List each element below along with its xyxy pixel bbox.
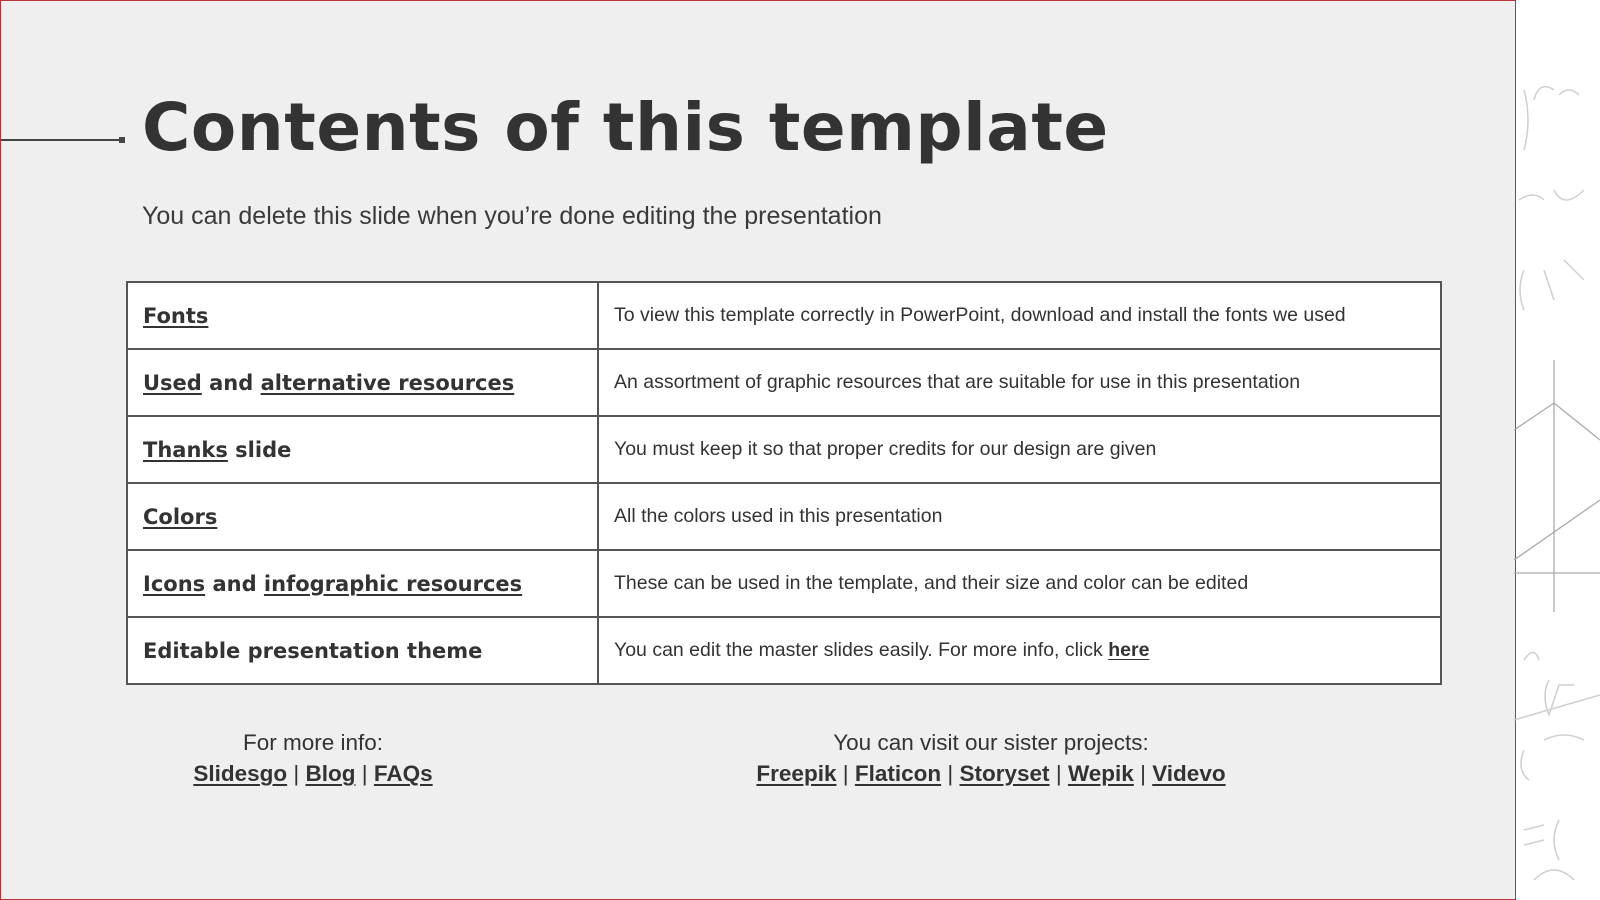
topic-cell: Editable presentation theme [126,616,599,685]
link[interactable]: infographic resources [263,571,523,596]
math-doodles [1514,85,1600,881]
text: You must keep it so that proper credits … [614,438,1157,460]
contents-table: Fonts To view this template correctly in … [126,281,1442,685]
description-cell: You can edit the master slides easily. F… [597,616,1442,685]
table-row: Icons and infographic resources These can… [126,549,1442,618]
footer-links: Slidesgo | Blog | FAQs [113,758,513,789]
link[interactable]: here [1108,639,1150,661]
table-row: Editable presentation theme You can edit … [126,616,1442,685]
text: An assortment of graphic resources that … [614,371,1301,393]
text: All the colors used in this presentation [614,505,943,527]
separator: | [1140,761,1146,786]
link[interactable]: Wepik [1067,761,1134,786]
separator: | [293,761,300,786]
table-row: Used and alternative resources An assortm… [126,348,1442,417]
topic-cell: Fonts [126,281,599,350]
footer-left: For more info: Slidesgo | Blog | FAQs [113,727,513,789]
link[interactable]: Thanks [143,437,228,462]
separator: | [842,761,849,786]
description-cell: These can be used in the template, and t… [597,549,1442,618]
text: You can edit the master slides easily. F… [614,639,1109,661]
topic-cell: Used and alternative resources [126,348,599,417]
table-row: Colors All the colors used in this presen… [126,482,1442,551]
doodle-geometry [1514,360,1600,612]
link[interactable]: Used [143,370,202,395]
doodle [1514,651,1600,881]
title: Contents of this template [142,89,1109,166]
link[interactable]: Freepik [756,761,837,786]
slide: Contents of this template You can delete… [0,0,1516,900]
topic-cell: Thanks slide [126,415,599,484]
link[interactable]: Storyset [959,761,1050,786]
description-cell: To view this template correctly in Power… [597,281,1442,350]
link[interactable]: Icons [143,571,206,596]
text: To view this template correctly in Power… [614,304,1346,326]
decor-dot [119,137,125,143]
separator: | [947,761,954,786]
text: and [205,571,264,596]
doodle [1518,85,1585,311]
link[interactable]: Flaticon [854,761,942,786]
text: and [201,370,261,395]
text: Editable presentation theme [143,638,483,663]
separator: | [1055,761,1062,786]
table-row: Thanks slide You must keep it so that pro… [126,415,1442,484]
subtitle: You can delete this slide when you’re do… [142,202,882,230]
decor-line [1,139,119,141]
description-cell: An assortment of graphic resources that … [597,348,1442,417]
link[interactable]: Fonts [143,303,209,328]
link[interactable]: alternative resources [260,370,515,395]
footer-links: Freepik | Flaticon | Storyset | Wepik | … [691,758,1291,789]
text: slide [227,437,292,462]
footer-right: You can visit our sister projects: Freepi… [691,727,1291,789]
link[interactable]: Colors [143,504,218,529]
link[interactable]: FAQs [373,761,433,786]
footer-heading: For more info: [242,730,384,755]
description-cell: You must keep it so that proper credits … [597,415,1442,484]
link[interactable]: Slidesgo [193,761,288,786]
link[interactable]: Blog [305,761,356,786]
link[interactable]: Videvo [1152,761,1226,786]
text: These can be used in the template, and t… [614,572,1249,594]
topic-cell: Icons and infographic resources [126,549,599,618]
topic-cell: Colors [126,482,599,551]
footer-heading: You can visit our sister projects: [833,730,1149,755]
table-row: Fonts To view this template correctly in … [126,281,1442,350]
description-cell: All the colors used in this presentation [597,482,1442,551]
separator: | [361,761,368,786]
